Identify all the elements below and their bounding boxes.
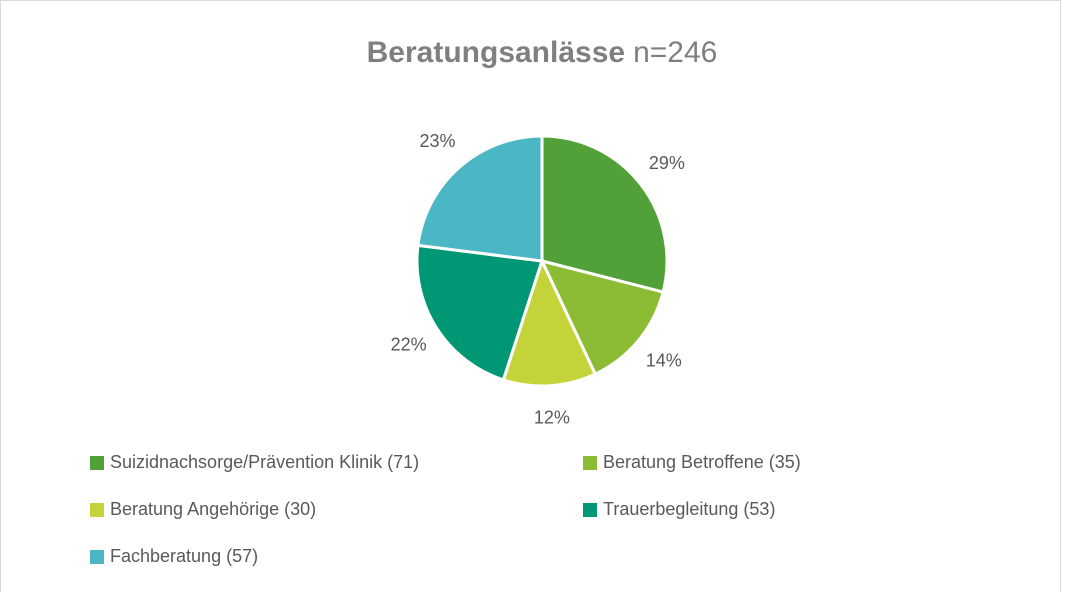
legend-label: Beratung Betroffene (35) (603, 452, 801, 472)
data-label: 12% (534, 407, 570, 427)
legend-swatch (583, 503, 597, 517)
legend-label: Fachberatung (57) (110, 546, 258, 566)
pie-slice (415, 243, 544, 382)
data-label: 22% (391, 334, 427, 354)
data-label: 29% (649, 153, 685, 173)
data-label: 23% (419, 131, 455, 151)
chart-subtitle: n=246 (633, 36, 717, 69)
legend-label: Beratung Angehörige (30) (110, 499, 316, 519)
pie-slice (539, 258, 665, 377)
pie-slice (540, 134, 669, 294)
data-label: 14% (646, 350, 682, 370)
pie-slice (501, 256, 598, 388)
legend-swatch (90, 456, 104, 470)
chart-title: Beratungsanlässe (367, 36, 625, 69)
legend-label: Trauerbegleitung (53) (603, 499, 775, 519)
legend-swatch (90, 503, 104, 517)
legend-swatch (90, 550, 104, 564)
legend-swatch (583, 456, 597, 470)
chart-heading: Beratungsanlässe n=246 (367, 36, 718, 69)
legend-label: Suizidnachsorge/Prävention Klinik (71) (110, 452, 419, 472)
pie-slice (416, 134, 544, 263)
